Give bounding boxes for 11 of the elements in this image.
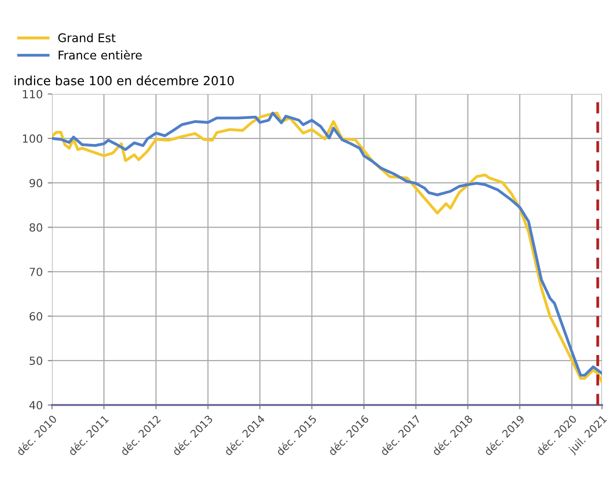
- legend-label: Grand Est: [58, 33, 116, 42]
- y-axis-title: indice base 100 en décembre 2010: [14, 75, 234, 86]
- y-tick-label: 40: [29, 400, 42, 410]
- y-tick-label: 60: [30, 312, 42, 321]
- legend-label: France entière: [58, 50, 142, 60]
- y-tick-label: 70: [30, 268, 42, 276]
- y-tick-label: 50: [30, 356, 42, 365]
- y-tick-label: 80: [30, 223, 42, 232]
- y-tick-label: 110: [22, 90, 42, 98]
- y-tick-label: 90: [30, 178, 42, 188]
- y-tick-label: 100: [22, 134, 42, 143]
